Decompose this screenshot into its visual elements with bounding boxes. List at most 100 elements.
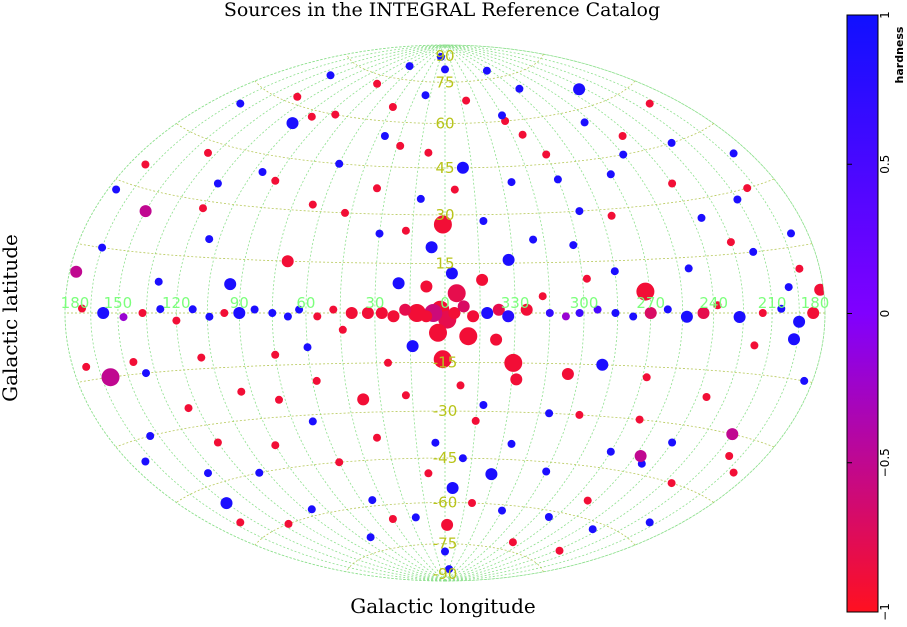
- source-point: [498, 111, 506, 120]
- source-point: [807, 307, 820, 319]
- meridian-line: [117, 44, 446, 582]
- source-point: [450, 185, 459, 194]
- source-point: [800, 376, 809, 385]
- source-point: [498, 506, 506, 515]
- source-point: [271, 176, 280, 185]
- source-point: [482, 66, 491, 75]
- source-point: [407, 304, 426, 322]
- parallel-line: [115, 178, 775, 216]
- source-point: [680, 310, 693, 323]
- source-point: [388, 103, 397, 111]
- source-point: [303, 343, 312, 352]
- source-point: [542, 150, 551, 159]
- source-point: [406, 340, 419, 353]
- source-point: [373, 79, 382, 88]
- source-point: [448, 307, 461, 319]
- colorbar-label: hardness: [893, 26, 906, 83]
- source-point: [380, 132, 389, 140]
- source-point: [733, 311, 746, 323]
- source-point: [384, 358, 392, 367]
- source-points: [70, 52, 825, 574]
- source-point: [663, 305, 672, 314]
- source-point: [373, 184, 381, 193]
- latitude-tick-label: 60: [435, 115, 454, 133]
- source-point: [508, 538, 517, 547]
- source-point: [636, 282, 655, 301]
- source-point: [341, 208, 349, 217]
- source-point: [553, 175, 562, 184]
- source-point: [750, 341, 759, 350]
- colorbar-tick-label: 1: [878, 11, 892, 19]
- source-point: [544, 513, 553, 521]
- meridian-line: [444, 44, 585, 582]
- source-point: [424, 469, 433, 478]
- source-point: [313, 312, 322, 321]
- source-point: [726, 238, 735, 247]
- source-point: [188, 305, 197, 314]
- longitude-tick-label: 270: [636, 294, 665, 312]
- source-point: [456, 381, 465, 390]
- source-point: [575, 207, 584, 216]
- source-point: [82, 362, 91, 371]
- colorbar-gradient: [846, 14, 879, 613]
- source-point: [335, 458, 344, 467]
- source-point: [515, 84, 524, 93]
- x-axis-label: Galactic longitude: [350, 594, 536, 618]
- source-point: [468, 499, 476, 507]
- source-point: [644, 307, 657, 319]
- source-point: [392, 277, 405, 290]
- source-point: [507, 439, 516, 448]
- latitude-tick-labels: 90 75 60 45 30 15 -15 -30 -45 -60 -75 -90: [433, 47, 458, 583]
- source-point: [405, 62, 414, 71]
- source-point: [580, 118, 589, 127]
- source-point: [726, 428, 739, 441]
- source-point: [308, 417, 317, 426]
- parallel-line: [346, 53, 544, 83]
- meridian-line: [374, 44, 446, 582]
- source-point: [445, 565, 454, 574]
- source-point: [795, 264, 804, 273]
- source-point: [446, 482, 459, 494]
- source-point: [326, 71, 335, 80]
- source-point: [667, 138, 676, 147]
- source-point: [507, 178, 516, 187]
- parallel-line: [115, 410, 775, 448]
- source-point: [295, 305, 304, 314]
- source-point: [375, 229, 384, 238]
- source-point: [502, 310, 515, 323]
- latitude-tick-label: -15: [433, 354, 458, 372]
- latitude-tick-label: -45: [433, 449, 458, 467]
- source-point: [70, 265, 83, 278]
- source-point: [606, 447, 615, 456]
- source-point: [588, 525, 597, 534]
- meridian-line: [409, 44, 446, 582]
- source-point: [529, 235, 538, 244]
- source-point: [307, 112, 316, 121]
- longitude-tick-label: 90: [230, 294, 249, 312]
- latitude-tick-label: 45: [435, 159, 454, 177]
- latitude-tick-label: 75: [435, 73, 454, 91]
- source-point: [668, 438, 677, 447]
- source-point: [569, 241, 578, 250]
- source-point: [758, 309, 767, 317]
- meridian-line: [175, 44, 446, 582]
- longitude-tick-label: 300: [570, 294, 599, 312]
- longitude-tick-label: 60: [296, 294, 315, 312]
- source-point: [396, 141, 405, 150]
- source-point: [479, 401, 488, 409]
- longitude-tick-label: 150: [104, 294, 133, 312]
- source-point: [713, 301, 722, 310]
- source-point: [184, 404, 193, 413]
- source-point: [607, 211, 616, 220]
- meridian-line: [90, 44, 446, 582]
- source-point: [447, 284, 466, 303]
- source-point: [555, 546, 564, 555]
- source-point: [431, 438, 440, 447]
- parallel-line: [176, 457, 714, 503]
- source-point: [441, 518, 454, 531]
- source-point: [142, 369, 150, 378]
- source-point: [697, 213, 706, 222]
- source-point: [308, 200, 317, 209]
- source-point: [476, 273, 489, 286]
